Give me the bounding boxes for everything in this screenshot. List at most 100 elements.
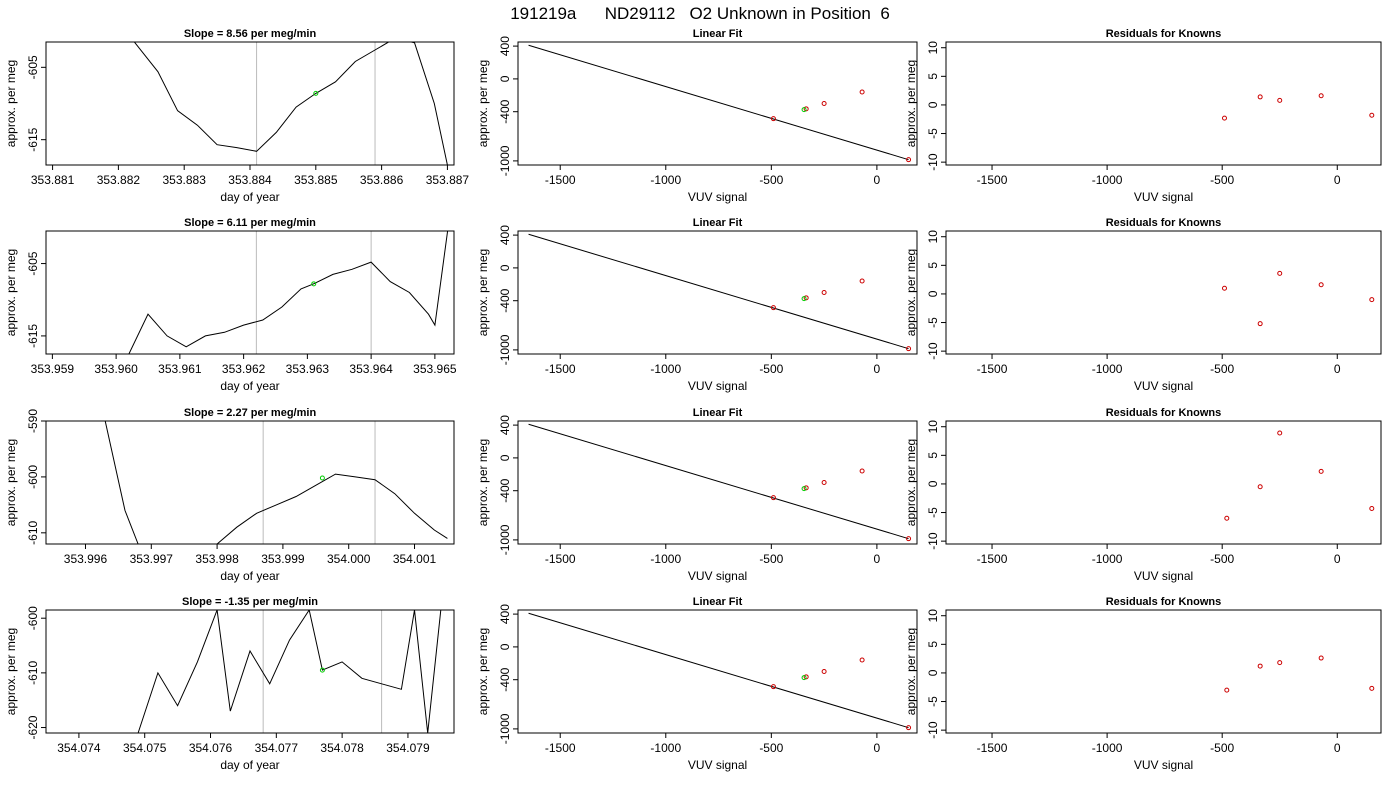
x-tick-label: -1000	[650, 362, 681, 376]
plot-area-r4-p3	[1224, 655, 1375, 693]
x-tick-label: 354.000	[327, 552, 371, 566]
y-tick-label: -5	[926, 317, 940, 328]
series-trace	[137, 610, 442, 733]
fit-line	[528, 612, 909, 729]
known-point	[821, 669, 827, 674]
y-tick-label: 0	[926, 101, 940, 108]
panel-frame-r3-p1	[45, 420, 455, 545]
x-tick-label: -1000	[1092, 173, 1123, 187]
x-tick-label: 353.965	[413, 362, 457, 376]
x-tick-label: 0	[1334, 552, 1341, 566]
plot-area-r4-p1	[137, 610, 442, 733]
x-tick-label: -500	[1210, 173, 1234, 187]
x-axis-label-r3-p2: VUV signal	[688, 569, 747, 583]
unknown-point	[801, 296, 807, 302]
y-axis-label-r4-p2: approx. per meg	[476, 628, 490, 715]
y-tick-label: 5	[926, 452, 940, 459]
y-tick-label: 10	[926, 41, 940, 55]
x-tick-label: 353.960	[94, 362, 138, 376]
x-tick-label: 353.999	[261, 552, 305, 566]
x-tick-label: -1500	[977, 552, 1008, 566]
y-tick-label: 0	[498, 75, 512, 82]
x-tick-label: 354.074	[57, 741, 101, 755]
y-axis-label-r3-p3: approx. per meg	[904, 439, 918, 526]
y-tick-label: 10	[926, 420, 940, 434]
x-tick-label: 353.885	[294, 173, 338, 187]
plot-area-r1-p2	[528, 44, 912, 163]
x-tick-label: 0	[874, 552, 881, 566]
x-tick-label: -1500	[545, 173, 576, 187]
residual-point	[1369, 685, 1375, 691]
x-tick-label: -1000	[1092, 362, 1123, 376]
x-tick-label: -1500	[977, 362, 1008, 376]
x-tick-label: -1500	[977, 173, 1008, 187]
residual-point	[1257, 94, 1263, 100]
unknown-point	[801, 486, 807, 492]
x-axis-label-r2-p2: VUV signal	[688, 379, 747, 393]
residual-point	[1369, 297, 1375, 303]
known-point	[906, 346, 912, 352]
y-tick-label: -1000	[498, 334, 512, 365]
x-axis-label-r4-p1: day of year	[220, 758, 279, 772]
y-axis-label-r3-p2: approx. per meg	[476, 439, 490, 526]
y-tick-label: 0	[926, 290, 940, 297]
x-tick-label: 353.998	[195, 552, 239, 566]
panel-frame-r4-p2	[517, 609, 918, 734]
x-tick-label: 354.079	[386, 741, 430, 755]
y-tick-label: -400	[498, 667, 512, 691]
panel-frame-r2-p1	[45, 230, 455, 355]
known-point	[770, 116, 776, 122]
plot-area-r3-p3	[1224, 430, 1375, 521]
x-tick-label: 353.964	[349, 362, 393, 376]
plot-area-r2-p3	[1221, 270, 1375, 327]
panel-title-r1-p3: Residuals for Knowns	[1106, 28, 1222, 40]
known-point	[859, 468, 865, 474]
x-tick-label: -500	[759, 362, 783, 376]
y-tick-label: -610	[26, 520, 40, 544]
y-tick-label: 400	[498, 36, 512, 56]
x-tick-label: 353.881	[31, 173, 75, 187]
x-tick-label: 0	[1334, 741, 1341, 755]
fit-line	[528, 423, 909, 540]
residual-point	[1277, 97, 1283, 103]
known-point	[821, 480, 827, 485]
residual-point	[1224, 687, 1230, 693]
x-tick-label: -500	[759, 741, 783, 755]
x-tick-label: -500	[1210, 362, 1234, 376]
x-tick-label: -1000	[1092, 552, 1123, 566]
x-tick-label: -1500	[545, 552, 576, 566]
known-point	[859, 278, 865, 284]
x-tick-label: 353.997	[130, 552, 174, 566]
x-tick-label: 0	[874, 741, 881, 755]
x-tick-label: -500	[759, 552, 783, 566]
panel-frame-r1-p3	[945, 41, 1382, 166]
y-tick-label: -5	[926, 696, 940, 707]
y-tick-label: -5	[926, 128, 940, 139]
x-tick-label: 0	[874, 173, 881, 187]
y-tick-label: -600	[26, 465, 40, 489]
midpoint-marker	[313, 90, 319, 96]
panel-title-r1-p2: Linear Fit	[693, 28, 743, 40]
known-point	[859, 89, 865, 95]
panel-title-r3-p3: Residuals for Knowns	[1106, 407, 1222, 419]
x-axis-label-r1-p3: VUV signal	[1134, 190, 1193, 204]
y-tick-label: -615	[26, 324, 40, 348]
known-point	[906, 536, 912, 542]
residual-point	[1277, 430, 1283, 436]
figure-title: 191219a ND29112 O2 Unknown in Position 6	[510, 4, 890, 23]
x-tick-label: 353.882	[97, 173, 141, 187]
series-trace	[104, 421, 448, 544]
x-tick-label: 354.075	[123, 741, 167, 755]
panel-frame-r2-p2	[517, 230, 918, 355]
x-tick-label: -1000	[650, 552, 681, 566]
panel-frame-r4-p1	[45, 609, 455, 734]
x-tick-label: 354.077	[255, 741, 299, 755]
panel-title-r3-p2: Linear Fit	[693, 407, 743, 419]
x-tick-label: 0	[1334, 173, 1341, 187]
x-tick-label: -500	[759, 173, 783, 187]
y-axis-label-r1-p2: approx. per meg	[476, 60, 490, 147]
y-axis-label-r3-p1: approx. per meg	[4, 439, 18, 526]
x-tick-label: 353.883	[162, 173, 206, 187]
panel-title-r4-p1: Slope = -1.35 per meg/min	[182, 596, 318, 608]
x-tick-label: -1500	[977, 741, 1008, 755]
